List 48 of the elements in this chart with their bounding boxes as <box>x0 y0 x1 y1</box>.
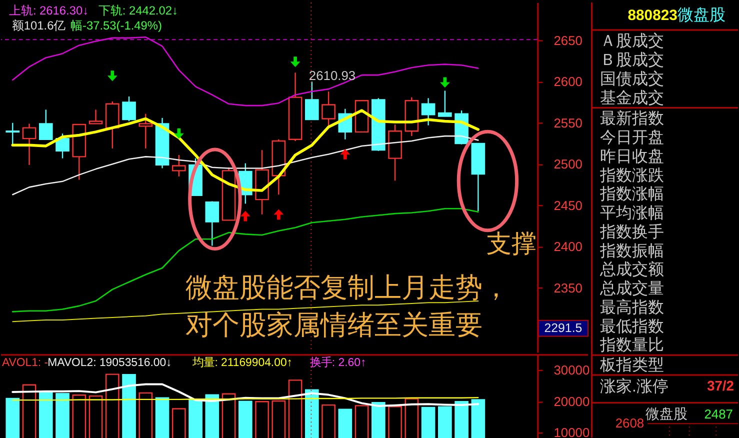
text: 基金成交 <box>600 88 664 107</box>
text: 指数振幅 <box>598 242 664 260</box>
text: 昨日收盘 <box>600 148 664 166</box>
annotation: 均量: 21169904.00↑ <box>192 357 293 370</box>
text: 指数涨跌 <box>598 166 664 184</box>
text: 国债成交 <box>600 70 664 88</box>
y-tick-label: 20000 <box>554 394 590 409</box>
text: 指数涨幅 <box>598 185 664 204</box>
annotation: AVOL1: - <box>2 357 48 370</box>
y-tick-label: 2550 <box>554 115 582 130</box>
text: 指数量比 <box>598 336 664 354</box>
y-tick-label: 30000 <box>554 362 590 378</box>
annotation: 额101.6亿 <box>12 18 66 32</box>
annotation: 换手: 2.60↑ <box>310 356 366 370</box>
annotation: 幅-37.53(-1.49%) <box>70 18 162 32</box>
text: 平均涨幅 <box>600 204 664 222</box>
annotation: 上轨: 2616.30↓ <box>8 3 89 18</box>
annotation: 对个股家属情绪至关重要 <box>186 310 483 340</box>
text: 今日开盘 <box>600 130 664 147</box>
annotation: MAVOL2: 19053516.00↓ <box>48 357 172 370</box>
text: 指数换手 <box>598 222 664 241</box>
y-tick-label: 10000 <box>554 424 590 438</box>
text: 880823 <box>628 8 678 24</box>
y-tick-label: 2600 <box>554 74 582 90</box>
text: 2608 <box>615 416 644 431</box>
text: 支撑 <box>486 230 537 258</box>
text: 2487 <box>704 406 733 422</box>
text: 涨家.涨停 <box>600 378 668 396</box>
text: 37/2 <box>706 378 734 394</box>
text: 微盘股 <box>645 406 688 422</box>
y-tick-label: 2350 <box>554 280 582 296</box>
text: 微盘股 <box>677 6 726 24</box>
text: 2291.5 <box>544 321 582 336</box>
text: 总成交量 <box>598 280 664 298</box>
annotation: 下轨: 2442.02↓ <box>98 3 178 18</box>
text: Ａ股成交 <box>600 32 664 50</box>
text: 总成交额 <box>598 260 664 279</box>
text: 最低指数 <box>600 317 664 336</box>
y-tick-label: 2650 <box>554 32 582 48</box>
annotation: 微盘股能否复制上月走势， <box>186 272 510 302</box>
text: Ｂ股成交 <box>600 51 664 70</box>
text: 最新指数 <box>600 110 664 128</box>
text: 板指类型 <box>598 356 664 374</box>
y-tick-label: 2450 <box>554 198 582 213</box>
annotation: 2610.93 <box>308 68 356 83</box>
y-tick-label: 2400 <box>554 239 582 254</box>
y-tick-label: 2500 <box>554 156 582 172</box>
text: 最高指数 <box>600 298 664 316</box>
